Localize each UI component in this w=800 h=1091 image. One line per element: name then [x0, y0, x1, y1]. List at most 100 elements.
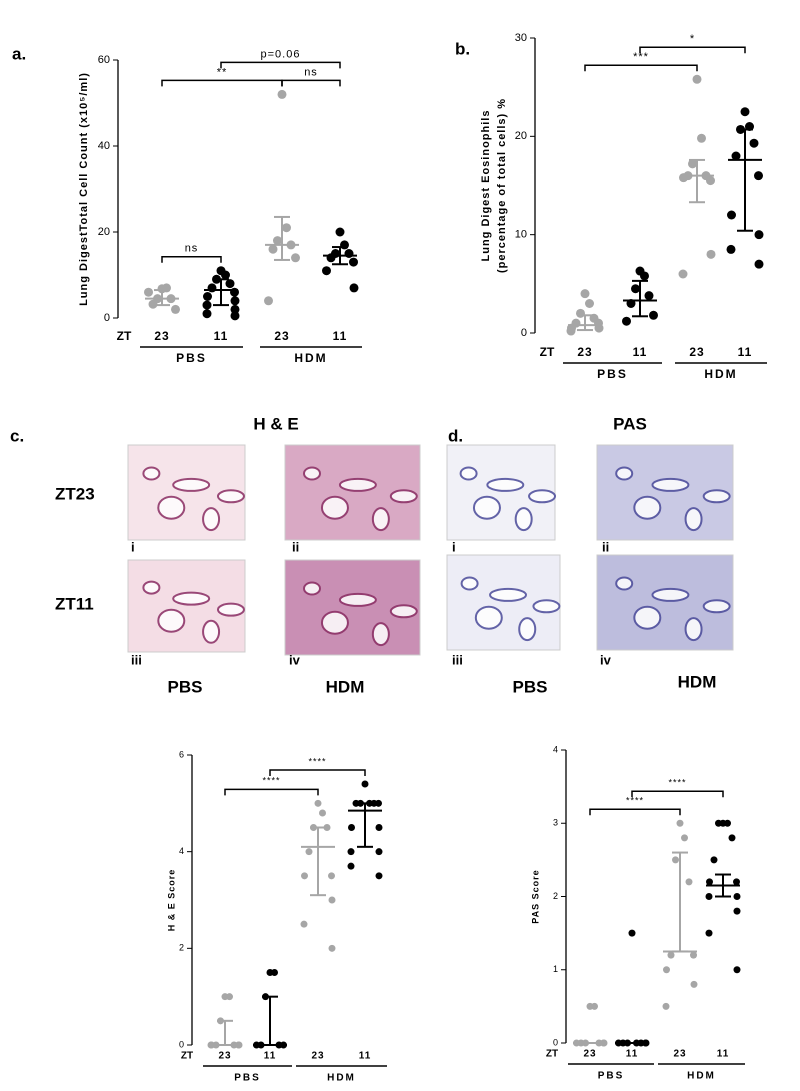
y-tick-label: 0 [553, 1037, 558, 1047]
comparison-bracket [161, 79, 283, 87]
data-point [663, 966, 670, 974]
panel-label: a. [12, 44, 26, 63]
y-axis-label: PAS Score [530, 869, 540, 923]
data-point [724, 819, 731, 827]
comparison-bracket [224, 788, 319, 796]
airway [338, 592, 377, 607]
data-point [361, 780, 369, 788]
x-tick-label: 23 [673, 1049, 686, 1060]
data-point [328, 896, 336, 904]
data-point [585, 299, 594, 308]
x-tick-label: 11 [626, 1049, 639, 1060]
x-tick-label: 11 [333, 329, 348, 343]
airway [684, 617, 703, 642]
x-prefix: ZT [181, 1051, 193, 1062]
data-point [221, 270, 230, 280]
x-tick-label: 11 [264, 1051, 277, 1062]
airway [633, 495, 662, 520]
data-point [710, 856, 718, 864]
comparison-label: **** [308, 756, 326, 766]
airway [338, 477, 377, 492]
data-point [749, 138, 759, 148]
x-tick-label: 23 [154, 329, 169, 343]
airway [474, 605, 503, 630]
y-tick-label: 10 [515, 229, 527, 241]
group-label: PBS [176, 351, 207, 365]
y-tick-label: 4 [553, 744, 558, 754]
data-point [676, 819, 684, 827]
data-point [591, 1002, 598, 1010]
y-tick-label: 0 [179, 1039, 184, 1049]
x-prefix: ZT [117, 329, 132, 343]
x-tick-label: 23 [689, 345, 704, 359]
y-tick-label: 6 [179, 749, 184, 759]
data-point [688, 159, 697, 169]
airway [486, 477, 525, 492]
comparison-bracket [631, 790, 724, 798]
x-tick-label: 11 [738, 345, 753, 359]
data-point [277, 89, 287, 99]
airway [702, 489, 731, 504]
comparison-label: p=0.06 [261, 48, 301, 60]
airway [320, 495, 349, 520]
data-point [319, 809, 326, 817]
airway [202, 507, 221, 532]
y-tick-label: 0 [521, 327, 527, 339]
comparison-label: **** [262, 776, 280, 786]
data-point [300, 920, 308, 928]
data-point [740, 107, 750, 117]
data-point [690, 980, 698, 988]
column-label: PBS [513, 677, 548, 696]
panel-title: H & E [253, 414, 298, 433]
x-tick-label: 23 [311, 1051, 324, 1062]
data-point [622, 316, 631, 326]
data-point [644, 291, 654, 301]
airway [514, 507, 533, 532]
data-point [631, 284, 640, 294]
airway [615, 576, 634, 591]
data-point [349, 283, 359, 293]
data-point [754, 230, 764, 240]
y-axis-label: (percentage of total cells) % [496, 98, 508, 273]
y-tick-label: 20 [98, 226, 110, 238]
data-point [335, 227, 345, 237]
data-point [230, 311, 240, 321]
data-point [706, 249, 716, 259]
row-label: ZT23 [55, 484, 95, 503]
airway [702, 599, 731, 614]
x-tick-label: 11 [214, 329, 229, 343]
data-point [375, 848, 383, 856]
data-point [726, 244, 736, 254]
airway [459, 466, 478, 481]
data-point [566, 326, 576, 336]
data-point [690, 951, 697, 959]
panel-label: d. [448, 426, 463, 445]
airway [633, 605, 662, 630]
airway [172, 477, 211, 492]
data-point [314, 799, 322, 807]
data-point [685, 878, 693, 886]
x-tick-label: 23 [218, 1051, 231, 1062]
y-axis-label: H & E Score [166, 869, 176, 932]
row-label: ZT11 [55, 594, 94, 613]
data-point [754, 259, 764, 269]
data-point [226, 993, 233, 1001]
y-tick-label: 4 [179, 846, 184, 856]
airway [216, 489, 245, 504]
column-label: PBS [168, 677, 203, 696]
airway [371, 622, 390, 647]
data-point [640, 271, 649, 281]
group-label: HDM [294, 351, 327, 365]
y-tick-label: 1 [553, 964, 558, 974]
data-point [727, 210, 736, 220]
data-point [662, 1002, 670, 1010]
data-point [733, 878, 740, 886]
airway [371, 507, 390, 532]
panel-title: PAS [613, 414, 647, 433]
data-point [348, 824, 355, 831]
x-prefix: ZT [540, 345, 555, 359]
y-tick-label: 0 [104, 312, 110, 324]
airway [216, 602, 245, 617]
data-point [301, 872, 308, 880]
